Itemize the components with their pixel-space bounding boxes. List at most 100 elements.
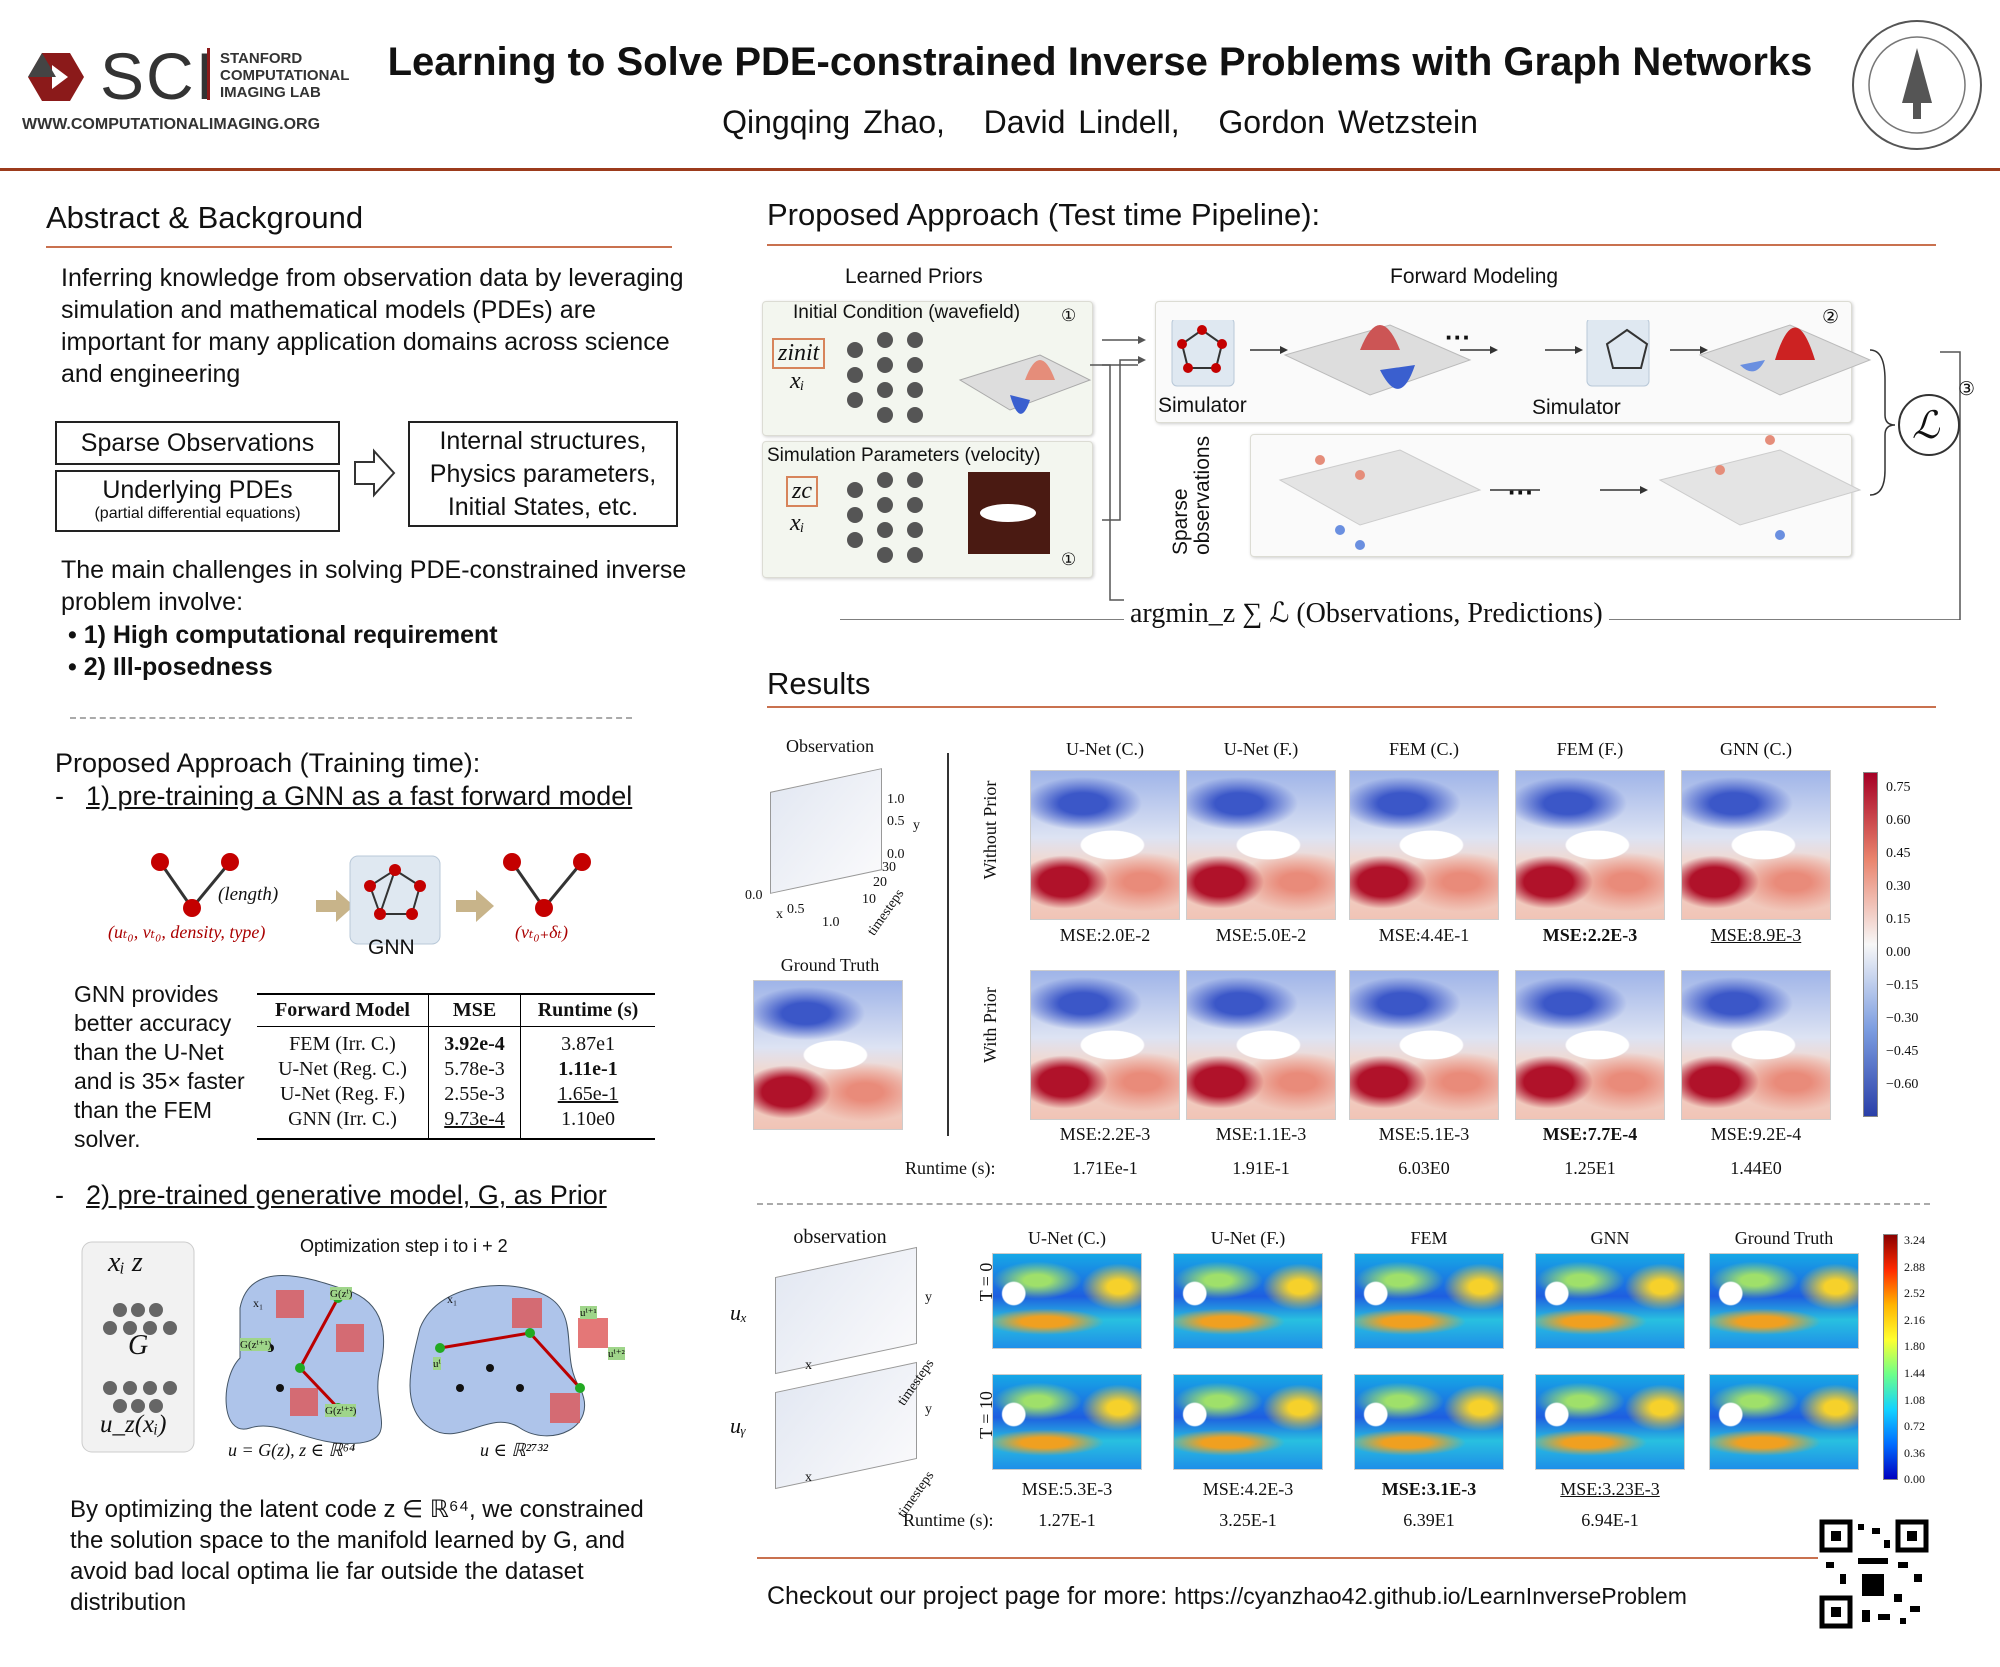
generator-label: G <box>128 1330 149 1361</box>
table-cell: FEM (Irr. C.) <box>289 1033 396 1055</box>
table-row: U-Net (Reg. F.) 2.55e-3 1.65e-1 <box>257 1082 655 1107</box>
edge-label: (length) <box>218 884 279 905</box>
tag: uⁱ <box>433 1357 441 1370</box>
tag: G(zⁱ⁺²) <box>325 1404 357 1417</box>
mse-label: MSE:3.1E-3 <box>1381 1479 1477 1499</box>
marker: ③ <box>1958 379 1976 400</box>
table-cell: 3.87e1 <box>520 1026 655 1057</box>
dashed-divider <box>70 717 632 719</box>
observation-cube <box>775 1246 917 1375</box>
runtime-value: 1.44E0 <box>1730 1158 1782 1178</box>
section-heading: Abstract & Background <box>46 200 364 235</box>
colorbar-tick-label: 0.72 <box>1904 1419 1925 1434</box>
mse-label: MSE:3.23E-3 <box>1560 1479 1660 1499</box>
flow-image <box>1709 1374 1859 1470</box>
axis-tick-label: 1.0 <box>887 792 905 807</box>
flow-image <box>992 1374 1142 1470</box>
colorbar-tick-label: 2.16 <box>1904 1312 1925 1327</box>
observation-cube <box>770 768 882 894</box>
axis-tick-label: y <box>913 818 920 833</box>
flow-image <box>1709 1253 1859 1349</box>
panel-title: Initial Condition (wavefield) <box>793 302 1021 323</box>
column-label: U-Net (F.) <box>1223 739 1299 759</box>
footer-label: Checkout our project page for more: <box>767 1582 1168 1610</box>
forward-model-table: Forward Model MSE Runtime (s) FEM (Irr. C.… <box>257 993 655 1140</box>
table-row: GNN (Irr. C.) 9.73e-4 1.10e0 <box>257 1107 655 1139</box>
title: Learning to Solve PDE-constrained Invers… <box>387 40 1813 84</box>
tag: x₁ <box>253 1296 264 1310</box>
flow-image <box>1535 1253 1685 1349</box>
header-rule <box>0 168 2000 171</box>
mse-label: MSE:9.2E-4 <box>1710 1124 1802 1144</box>
colorbar-tick-label: 2.88 <box>1904 1259 1925 1274</box>
table-cell: 2.55e-3 <box>428 1082 521 1107</box>
bullet: • 1) High computational requirement <box>68 621 498 649</box>
heatmap <box>1349 970 1499 1120</box>
mse-label: MSE:5.0E-2 <box>1215 925 1307 945</box>
box-line: Internal structures, <box>439 427 647 455</box>
latent-code: zinit <box>772 338 826 369</box>
runtime-value: 1.25E1 <box>1564 1158 1616 1178</box>
runtime-value: 1.71Ee-1 <box>1072 1158 1138 1178</box>
marker: ② <box>1822 307 1840 328</box>
column-label: GNN <box>1590 1228 1630 1248</box>
runtime-value: 6.94E-1 <box>1581 1510 1639 1530</box>
runtime-value: 6.03E0 <box>1398 1158 1450 1178</box>
input-box: Underlying PDEs (partial differential eq… <box>55 470 340 532</box>
box-line: Physics parameters, <box>429 460 657 488</box>
heatmap <box>1030 970 1180 1120</box>
column-label: FEM (F.) <box>1556 739 1624 759</box>
colorbar <box>1863 772 1878 1117</box>
section-heading: Proposed Approach (Training time): <box>55 748 481 778</box>
axis-tick-label: 0.5 <box>887 814 905 829</box>
box-text: Underlying PDEs <box>102 476 293 504</box>
university-seal <box>1852 20 1982 150</box>
colorbar-tick-label: 0.15 <box>1886 912 1911 927</box>
panel-label: observation <box>793 1226 887 1248</box>
table-cell: 5.78e-3 <box>428 1057 521 1082</box>
gnn-diagram <box>151 853 591 945</box>
table-header-cell: Runtime (s) <box>520 994 655 1027</box>
author: Gordon Wetzstein <box>1218 104 1478 140</box>
mse-label: MSE:2.2E-3 <box>1059 1124 1151 1144</box>
objective: argmin_z ∑ ℒ (Observations, Predictions) <box>1124 596 1609 630</box>
group-label: Forward Modeling <box>1390 265 1559 288</box>
box-note: (partial differential equations) <box>94 505 301 522</box>
colorbar-tick-label: 0.36 <box>1904 1445 1925 1460</box>
column-label: FEM (C.) <box>1388 739 1459 759</box>
flow-image <box>1354 1253 1504 1349</box>
tag: G(zⁱ⁺¹) <box>240 1338 272 1351</box>
logo-mark <box>28 53 84 101</box>
latent-code: zc <box>786 476 818 507</box>
mse-label: MSE:4.2E-3 <box>1202 1479 1294 1499</box>
manifold-label: u = G(z), z ∈ ℝ⁶⁴ <box>228 1440 356 1460</box>
input-box: Sparse Observations <box>55 421 340 465</box>
colorbar-tick-label: −0.45 <box>1886 1044 1919 1059</box>
mse-label: MSE:7.7E-4 <box>1542 1124 1638 1144</box>
flow-image <box>1354 1374 1504 1470</box>
input-coordinate: xᵢ <box>790 510 805 536</box>
group-label: Learned Priors <box>845 265 983 288</box>
observation-cube <box>775 1361 917 1490</box>
axis-label: y <box>925 1290 932 1305</box>
output-box: Internal structures, Physics parameters,… <box>408 421 678 527</box>
table-cell: GNN (Irr. C.) <box>288 1108 397 1130</box>
qr-code <box>1818 1518 1930 1630</box>
table-cell: 1.10e0 <box>520 1107 655 1139</box>
heatmap <box>1515 970 1665 1120</box>
column-label: U-Net (C.) <box>1066 739 1144 759</box>
colorbar-tick-label: 1.44 <box>1904 1366 1925 1380</box>
column-label: FEM <box>1410 1228 1448 1248</box>
challenges: The main challenges in solving PDE-const… <box>61 556 687 616</box>
colorbar-tick-label: −0.60 <box>1886 1077 1919 1092</box>
runtime-label: Runtime (s): <box>903 1510 994 1530</box>
column-label: U-Net (C.) <box>1028 1228 1106 1248</box>
heatmap <box>1186 770 1336 920</box>
input-coordinate: xᵢ <box>790 368 805 394</box>
colorbar-tick-label: 1.80 <box>1904 1339 1925 1354</box>
colorbar-tick-label: 0.60 <box>1886 813 1911 828</box>
gnn-label: GNN <box>368 936 415 959</box>
simulator-label: Simulator <box>1158 394 1247 417</box>
section-heading: Proposed Approach (Test time Pipeline): <box>767 197 1321 232</box>
